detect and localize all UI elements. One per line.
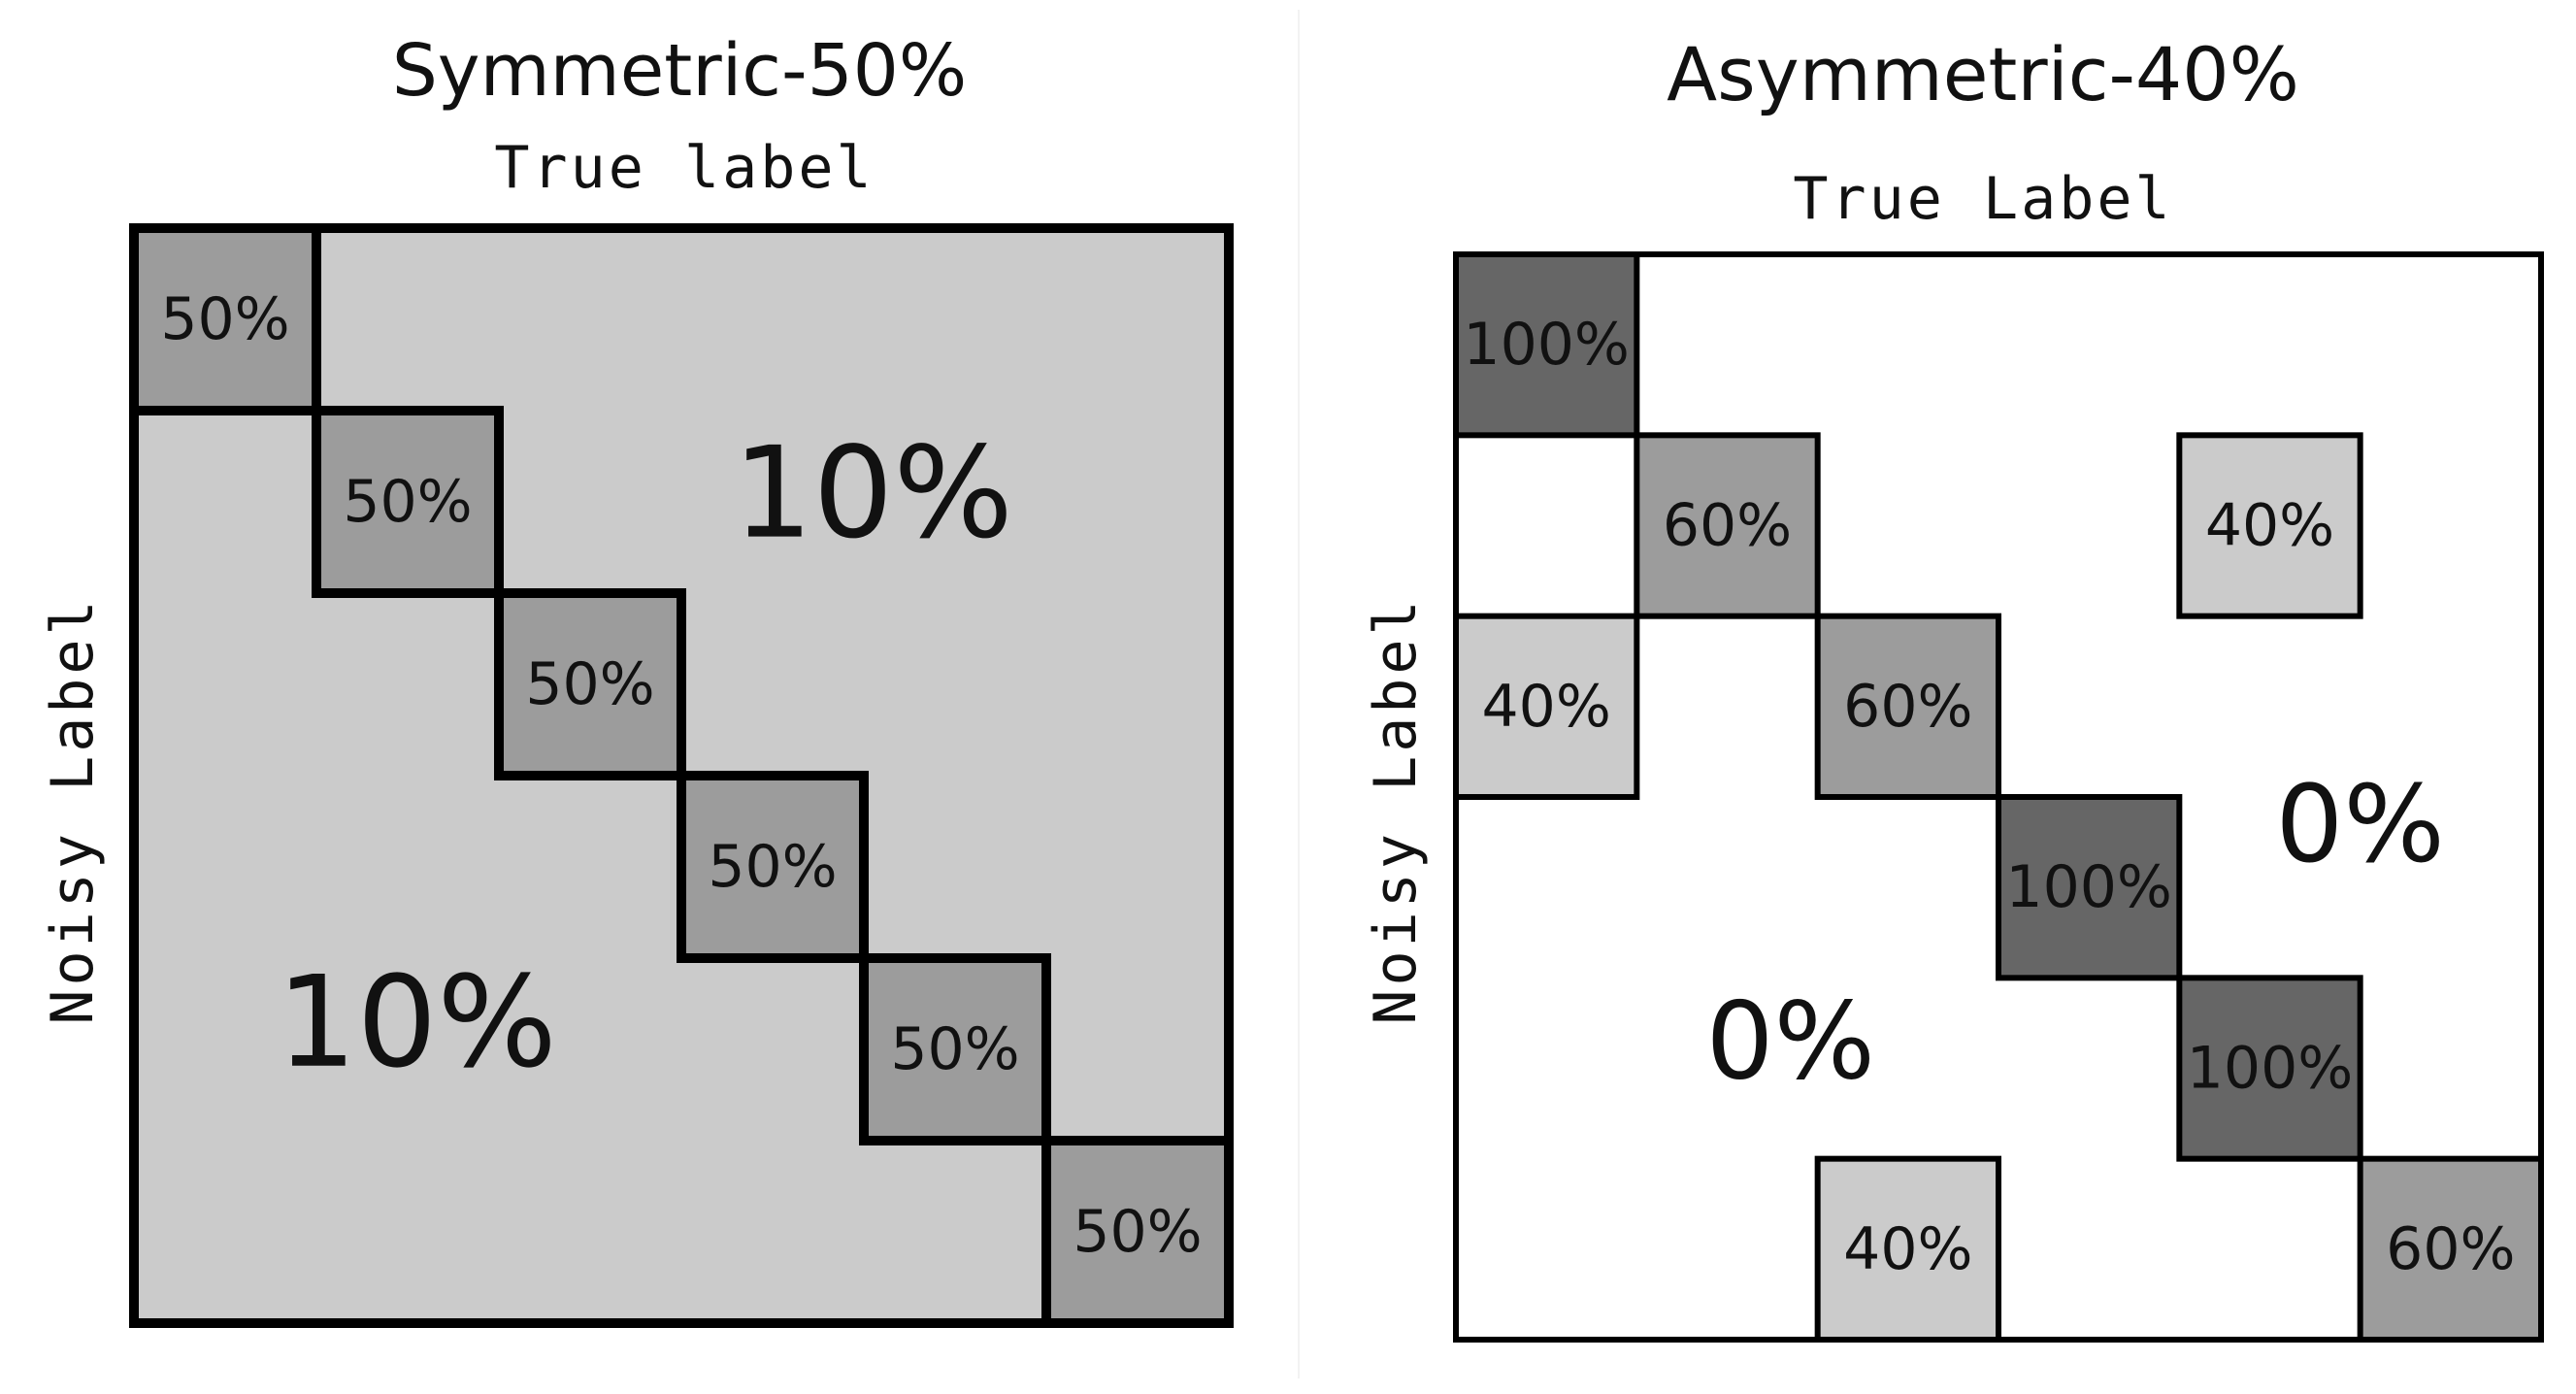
asymmetric-matrix: 100% 60% 40% 40% 60% 100% 100% 40% 60% 0% 0% [1453,251,2545,1343]
symmetric-diagonal-value-2: 50% [525,650,654,718]
symmetric-diagonal-value-0: 50% [160,285,289,353]
asymmetric-cell-r5-c5 [2357,1155,2545,1343]
asymmetric-y-axis-label: Noisy Label [1362,596,1430,1024]
asymmetric-cell-value-r3-c3: 100% [2005,853,2172,921]
asymmetric-cell-r0-c0 [1453,251,1640,439]
symmetric-diagonal-cell-2 [494,588,686,780]
symmetric-title: Symmetric-50% [392,29,967,113]
symmetric-diagonal-cell-5 [1041,1136,1234,1328]
asymmetric-lower-value: 0% [1705,979,1875,1104]
asymmetric-cell-value-r1-c4: 40% [2205,492,2334,560]
symmetric-matrix: 50% 50% 50% 50% 50% 50% 10% 10% [129,223,1234,1328]
asymmetric-cell-value-r0-c0: 100% [1463,311,1630,379]
asymmetric-cell-r2-c0 [1453,613,1640,801]
asymmetric-cell-r2-c2 [1814,613,2001,801]
asymmetric-cell-value-r2-c2: 60% [1843,673,1972,741]
asymmetric-cell-r4-c4 [2176,975,2363,1162]
symmetric-diagonal-cell-0 [129,223,321,415]
asymmetric-cell-r1-c1 [1634,432,1821,619]
symmetric-diagonal-value-3: 50% [708,833,837,901]
asymmetric-cell-value-r5-c2: 40% [1843,1215,1972,1283]
symmetric-lower-value: 10% [277,948,557,1096]
asymmetric-cell-value-r1-c1: 60% [1663,492,1792,560]
asymmetric-cell-r3-c3 [1996,794,2183,981]
symmetric-diagonal-value-4: 50% [890,1015,1019,1083]
symmetric-diagonal-value-5: 50% [1073,1198,1202,1266]
symmetric-y-axis-label: Noisy Label [39,596,107,1024]
asymmetric-x-axis-label: True Label [1793,165,2172,233]
asymmetric-cell-value-r2-c0: 40% [1481,673,1610,741]
symmetric-diagonal-cell-4 [859,953,1051,1145]
asymmetric-cell-value-r4-c4: 100% [2187,1035,2354,1103]
symmetric-diagonal-value-1: 50% [343,468,472,536]
asymmetric-panel: Asymmetric-40% True Label Noisy Label 10… [1362,31,2545,1343]
asymmetric-cell-r1-c4 [2176,432,2363,619]
asymmetric-cell-r5-c2 [1814,1155,2001,1343]
symmetric-diagonal-cell-1 [312,406,504,598]
panel-divider [1298,10,1300,1378]
symmetric-x-axis-label: True label [494,134,874,202]
symmetric-diagonal-cell-3 [677,771,869,963]
symmetric-upper-value: 10% [733,419,1013,567]
asymmetric-cell-value-r5-c5: 60% [2386,1215,2515,1283]
asymmetric-upper-value: 0% [2275,762,2445,886]
asymmetric-title: Asymmetric-40% [1667,31,2299,117]
symmetric-panel: Symmetric-50% True label Noisy Label 50%… [39,29,1234,1328]
